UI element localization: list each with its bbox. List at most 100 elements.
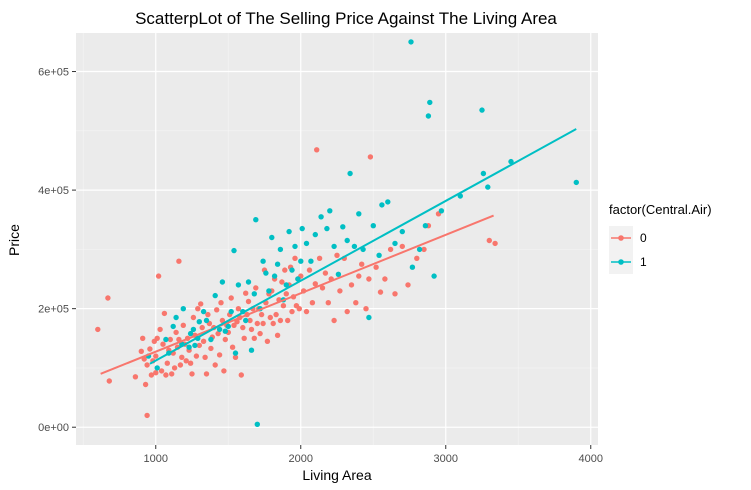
y-axis-label: Price — [6, 224, 22, 256]
data-point-series-1 — [187, 330, 194, 337]
data-point-series-1 — [200, 308, 207, 315]
data-point-series-0 — [241, 335, 247, 341]
data-point-series-0 — [158, 368, 165, 374]
data-point-series-1 — [192, 342, 198, 349]
plot-panel — [76, 33, 598, 445]
data-point-series-1 — [292, 243, 298, 250]
data-point-series-0 — [222, 336, 228, 343]
data-point-series-0 — [382, 276, 388, 282]
data-point-series-1 — [274, 261, 281, 267]
data-point-series-0 — [306, 267, 313, 273]
x-tick-label: 2000 — [289, 453, 313, 465]
legend-key-0 — [609, 226, 633, 250]
data-point-series-0 — [208, 345, 214, 352]
data-point-series-0 — [231, 322, 237, 328]
data-point-series-0 — [264, 338, 271, 344]
data-point-series-1 — [344, 237, 350, 244]
data-point-series-1 — [356, 211, 362, 217]
data-point-series-0 — [189, 371, 195, 377]
grid-minor — [76, 33, 598, 445]
data-point-series-0 — [274, 332, 281, 338]
data-point-series-0 — [202, 354, 208, 360]
fit-line-series-1 — [149, 128, 577, 365]
data-point-series-0 — [176, 258, 182, 264]
data-point-series-0 — [314, 147, 320, 153]
data-point-series-1 — [289, 267, 295, 273]
x-tick-label: 3000 — [434, 453, 458, 465]
data-point-series-0 — [173, 329, 179, 336]
data-point-series-0 — [203, 371, 210, 377]
data-point-series-0 — [148, 372, 155, 378]
data-point-series-1 — [298, 258, 304, 264]
data-point-series-0 — [267, 314, 273, 321]
data-point-series-1 — [312, 231, 318, 238]
data-point-series-0 — [251, 335, 257, 341]
data-point-series-0 — [240, 324, 246, 331]
data-point-series-0 — [190, 314, 197, 321]
data-point-series-1 — [271, 273, 278, 279]
data-point-series-1 — [366, 314, 372, 321]
data-point-series-1 — [485, 184, 491, 190]
data-point-series-0 — [253, 285, 259, 291]
data-point-series-1 — [295, 276, 301, 282]
data-point-series-0 — [196, 342, 202, 349]
data-point-series-0 — [331, 317, 337, 324]
x-tick-label: 4000 — [579, 453, 603, 465]
axis-ticks — [72, 71, 592, 449]
data-point-series-1 — [216, 326, 223, 333]
data-point-series-1 — [196, 319, 202, 325]
data-point-series-1 — [277, 246, 284, 253]
data-point-series-0 — [106, 378, 113, 384]
data-point-series-0 — [144, 362, 150, 368]
data-point-series-1 — [480, 170, 487, 177]
data-point-series-0 — [140, 335, 146, 341]
data-point-series-0 — [353, 300, 359, 306]
data-point-series-0 — [387, 246, 394, 253]
data-point-series-0 — [169, 371, 175, 377]
data-point-series-0 — [177, 362, 184, 368]
data-point-series-0 — [153, 370, 159, 376]
data-point-series-1 — [231, 247, 237, 254]
data-point-series-0 — [180, 322, 186, 328]
data-point-series-0 — [212, 362, 218, 368]
data-point-series-0 — [366, 276, 372, 282]
x-tick-label: 1000 — [144, 453, 168, 465]
data-point-series-1 — [283, 282, 289, 288]
data-point-series-0 — [283, 291, 289, 297]
data-point-series-1 — [170, 323, 176, 330]
data-point-series-0 — [399, 243, 405, 250]
data-point-series-0 — [316, 255, 323, 261]
data-point-series-1 — [203, 317, 210, 324]
data-point-series-0 — [238, 372, 244, 378]
data-point-series-1 — [186, 344, 192, 350]
data-point-series-1 — [347, 170, 353, 177]
data-point-series-1 — [376, 252, 382, 258]
data-point-series-0 — [367, 154, 374, 160]
data-point-series-1 — [254, 421, 260, 427]
data-point-series-0 — [157, 326, 163, 333]
data-point-series-0 — [142, 381, 149, 388]
data-point-series-1 — [208, 336, 214, 343]
data-point-series-1 — [335, 271, 342, 277]
data-point-series-1 — [308, 258, 314, 264]
data-point-series-1 — [225, 323, 231, 330]
data-point-series-1 — [299, 225, 305, 232]
data-point-series-0 — [334, 252, 340, 258]
data-point-series-1 — [409, 264, 416, 270]
data-point-series-0 — [105, 295, 111, 301]
data-point-series-0 — [492, 240, 498, 247]
data-point-series-1 — [479, 107, 485, 113]
x-axis-label: Living Area — [302, 467, 371, 483]
data-point-series-1 — [438, 208, 445, 214]
data-point-series-1 — [260, 258, 266, 264]
data-point-series-0 — [187, 360, 194, 366]
data-point-series-0 — [405, 282, 411, 288]
data-point-series-1 — [370, 223, 376, 229]
data-point-series-0 — [229, 344, 236, 350]
data-point-series-1 — [431, 273, 437, 279]
data-point-series-1 — [253, 217, 259, 223]
data-point-series-0 — [309, 300, 316, 306]
data-point-series-0 — [163, 372, 169, 378]
data-point-series-0 — [243, 290, 249, 296]
